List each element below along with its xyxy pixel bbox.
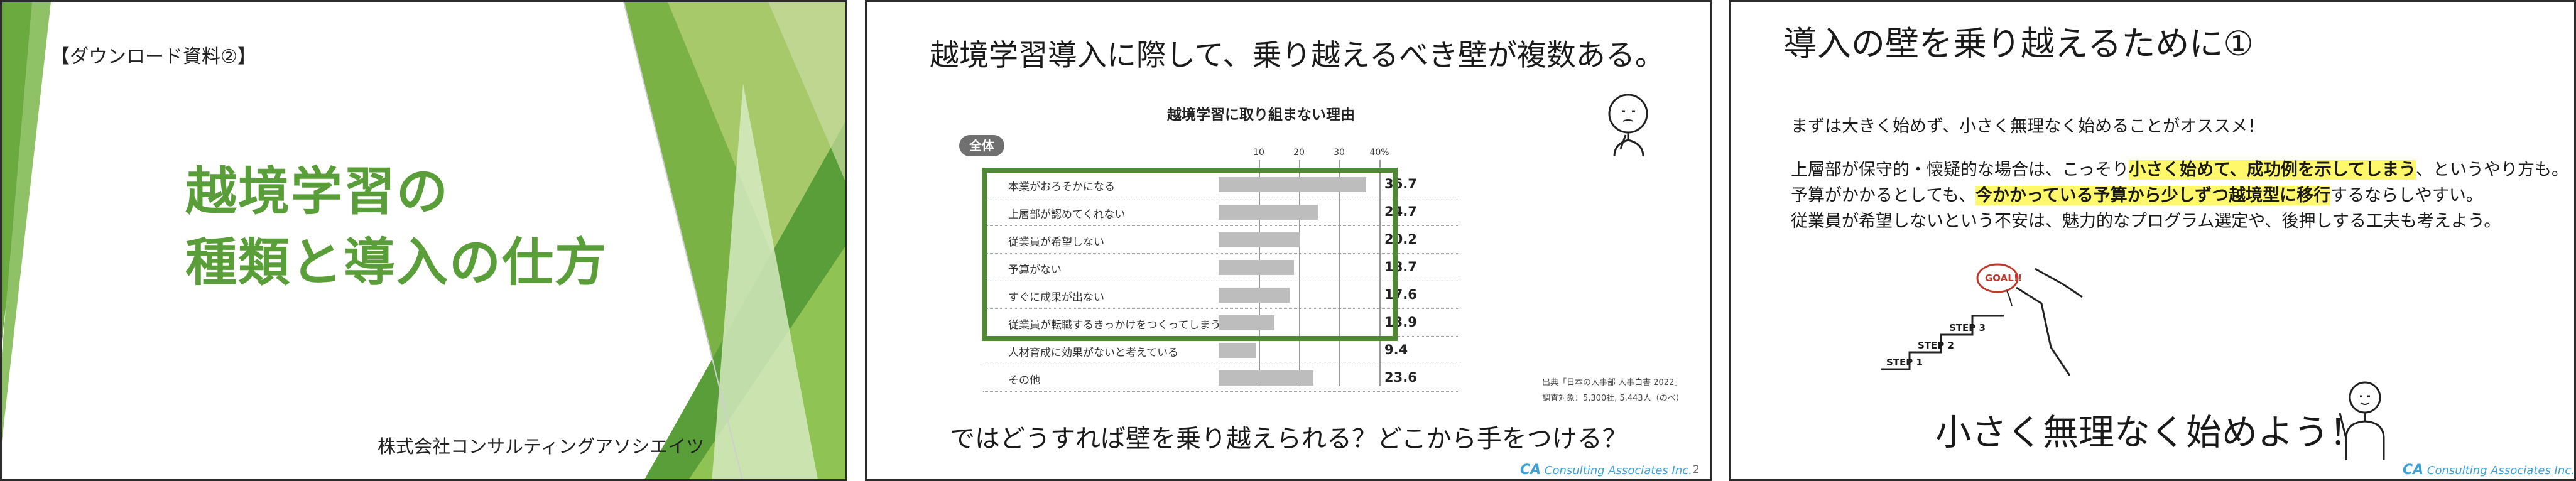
footer-logo-mark: CA	[2403, 462, 2424, 478]
value-label: 24.7	[1384, 204, 1417, 219]
footer-logo: CA Consulting Associates Inc.	[1520, 462, 1692, 478]
bar-chart: 10 20 30 40% 本業がおろそかになる 36.7 上層部が認めてくれない 24.7 従業…	[867, 2, 1710, 479]
bar	[1219, 232, 1300, 247]
source-line-2: 調査対象：5,300社, 5,443人（のべ）	[1542, 394, 1684, 403]
slide-3-line-2: 上層部が保守的・懐疑的な場合は、こっそり小さく始めて、成功例を示してしまう、とい…	[1791, 156, 2568, 180]
slide-2-barriers: 越境学習導入に際して、乗り越えるべき壁が複数ある。 越境学習に取り組まない理由 …	[865, 0, 1712, 481]
category-label: 予算がない	[1008, 264, 1062, 276]
company-name: 株式会社コンサルティングアソシエイツ	[378, 436, 705, 457]
gridline	[1379, 160, 1381, 386]
slide-1-title: 【ダウンロード資料②】 越境学習の 種類と導入の仕方 株式会社コンサルティングア…	[0, 0, 847, 481]
line-2-text-b: 、というやり方も。	[2415, 160, 2568, 180]
gridline	[1299, 160, 1300, 386]
bar	[1219, 288, 1290, 303]
highlight-box	[982, 168, 1398, 341]
group-pill: 全体	[959, 135, 1004, 156]
main-title-line-2: 種類と導入の仕方	[185, 233, 608, 293]
footer-logo-mark: CA	[1520, 462, 1541, 478]
line-3-highlight: 今かかっている予算から少しずつ越境型に移行	[1975, 186, 2331, 205]
tick-label: 20	[1293, 148, 1305, 158]
cheering-person-icon	[2339, 381, 2385, 460]
slide-3-line-1: まずは大きく始めず、小さく無理なく始めることがオススメ！	[1791, 117, 2265, 136]
line-3-text-b: するならしやすい。	[2330, 186, 2483, 205]
category-label: すぐに成果が出ない	[1008, 291, 1104, 304]
bar	[1219, 370, 1314, 386]
gridline	[1339, 160, 1340, 386]
slide-3-line-3: 予算がかかるとしても、今かかっている予算から少しずつ越境型に移行するならしやすい…	[1791, 181, 2483, 206]
value-label: 20.2	[1384, 232, 1417, 247]
goal-label: GOAL!!	[1985, 273, 2023, 284]
row-divider	[983, 308, 1460, 309]
category-label: 従業員が転職するきっかけをつくってしまう	[1008, 319, 1221, 332]
row-divider	[983, 391, 1460, 392]
category-label: 本業がおろそかになる	[1008, 181, 1115, 193]
step-3-label: STEP 3	[1949, 322, 1986, 333]
tick-label: 30	[1334, 148, 1345, 158]
tick-label: 10	[1253, 148, 1264, 158]
row-divider	[983, 253, 1460, 254]
chart-title: 越境学習に取り組まない理由	[1167, 107, 1355, 123]
download-label: 【ダウンロード資料②】	[51, 46, 256, 68]
bar	[1219, 205, 1318, 220]
slide-1-decoration	[2, 2, 845, 479]
category-label: 人材育成に効果がないと考えている	[1008, 347, 1179, 359]
value-label: 17.6	[1384, 287, 1417, 302]
value-label: 13.9	[1384, 315, 1417, 330]
slide-3-line-4: 従業員が希望しないという不安は、魅力的なプログラム選定や、後押しする工夫も考えよ…	[1791, 212, 2501, 231]
step-2-label: STEP 2	[1918, 340, 1954, 351]
line-2-highlight: 小さく始めて、成功例を示してしまう	[2129, 160, 2416, 180]
value-label: 18.7	[1384, 259, 1417, 274]
source-line-1: 出典「日本の人事部 人事白書 2022」	[1542, 378, 1683, 387]
footer-logo-text: Consulting Associates Inc.	[2427, 464, 2575, 477]
tick-label: 40%	[1369, 148, 1389, 158]
category-label: 上層部が認めてくれない	[1008, 208, 1126, 221]
page-number: 2	[1693, 463, 1700, 476]
footer-logo: CA Consulting Associates Inc.	[2403, 462, 2575, 478]
bar	[1219, 260, 1294, 275]
slide-3-title: 導入の壁を乗り越えるために①	[1783, 24, 2254, 63]
bar	[1219, 343, 1257, 358]
slide-2-question: ではどうすれば壁を乗り越えられる？どこから手をつける？	[950, 424, 1628, 453]
footer-logo-text: Consulting Associates Inc.	[1544, 464, 1692, 477]
value-label: 36.7	[1384, 176, 1417, 192]
slide-2-heading: 越境学習導入に際して、乗り越えるべき壁が複数ある。	[930, 38, 1665, 73]
steps-to-goal-illustration	[1881, 263, 2083, 376]
value-label: 9.4	[1384, 342, 1408, 357]
value-label: 23.6	[1384, 370, 1417, 385]
step-1-label: STEP 1	[1886, 357, 1923, 368]
bar	[1219, 177, 1366, 192]
category-label: 従業員が希望しない	[1008, 236, 1104, 249]
bar	[1219, 315, 1274, 330]
slide-3-solution: 導入の壁を乗り越えるために① まずは大きく始めず、小さく無理なく始めることがオス…	[1729, 0, 2576, 481]
slide-3-slogan: 小さく無理なく始めよう！	[1935, 412, 2365, 453]
category-label: その他	[1008, 374, 1040, 387]
line-2-text-a: 上層部が保守的・懐疑的な場合は、こっそり	[1791, 160, 2129, 180]
main-title-line-1: 越境学習の	[185, 162, 450, 222]
thinking-person-icon	[1608, 94, 1648, 157]
row-divider	[983, 225, 1460, 226]
line-3-text-a: 予算がかかるとしても、	[1791, 186, 1976, 205]
